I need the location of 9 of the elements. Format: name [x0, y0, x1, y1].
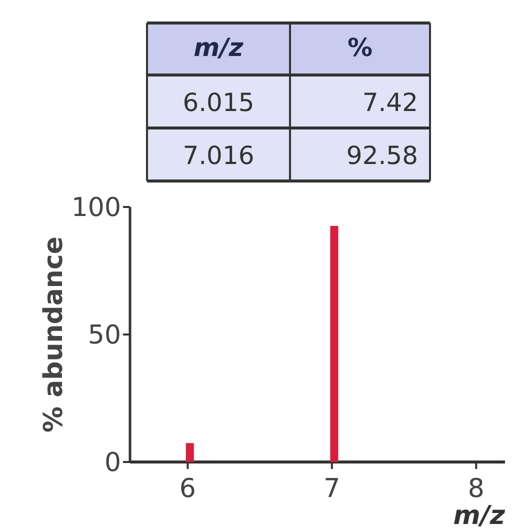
- table: m/z % 6.015 7.42 7.016 92.58: [146, 22, 431, 182]
- x-tick-label: 7: [324, 474, 340, 504]
- x-tick-label: 6: [179, 474, 196, 504]
- x-axis-title: m/z: [453, 501, 506, 531]
- y-axis-title: % abundance: [39, 236, 69, 432]
- y-tick-label: 100: [71, 193, 121, 223]
- y-tick-label: 50: [88, 320, 121, 350]
- y-tick-label: 0: [104, 448, 121, 478]
- x-tick-label: 8: [468, 474, 484, 504]
